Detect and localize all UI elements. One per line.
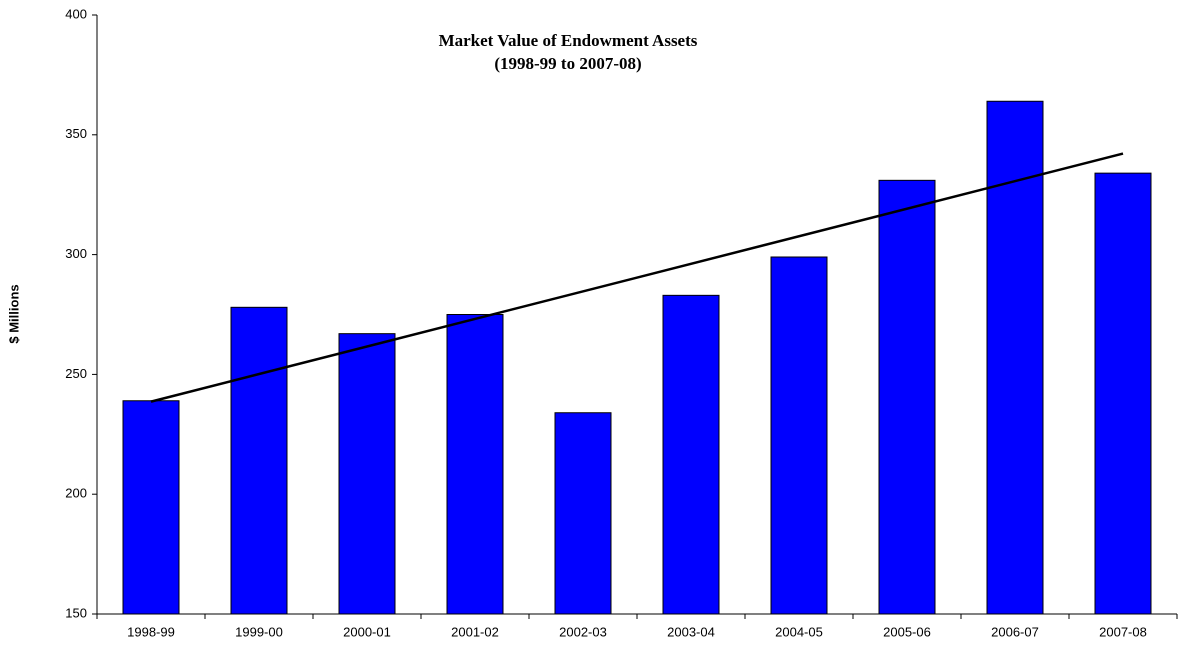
bar xyxy=(122,400,180,615)
y-axis-label: $ Millions xyxy=(6,284,21,343)
y-tick-label: 350 xyxy=(65,126,87,141)
y-tick-label: 400 xyxy=(65,6,87,21)
bar xyxy=(554,412,612,615)
bar xyxy=(986,100,1044,615)
bar xyxy=(1094,172,1152,615)
y-tick-label: 300 xyxy=(65,246,87,261)
x-tick-label: 2005-06 xyxy=(883,624,931,639)
x-tick-label: 2003-04 xyxy=(667,624,715,639)
y-tick-label: 250 xyxy=(65,366,87,381)
y-tick-label: 200 xyxy=(65,486,87,501)
x-tick-label: 2004-05 xyxy=(775,624,823,639)
x-tick-label: 2000-01 xyxy=(343,624,391,639)
x-tick-label: 2001-02 xyxy=(451,624,499,639)
bar xyxy=(662,294,720,615)
x-tick-label: 2002-03 xyxy=(559,624,607,639)
x-tick-label: 1998-99 xyxy=(127,624,175,639)
x-tick-label: 2006-07 xyxy=(991,624,1039,639)
trendline xyxy=(150,152,1124,403)
x-tick-label: 2007-08 xyxy=(1099,624,1147,639)
bar xyxy=(338,333,396,615)
x-tick-label: 1999-00 xyxy=(235,624,283,639)
y-tick-label: 150 xyxy=(65,605,87,620)
chart-subtitle: (1998-99 to 2007-08) xyxy=(494,54,641,73)
chart-title: Market Value of Endowment Assets xyxy=(439,31,698,50)
bar xyxy=(878,179,936,615)
bar xyxy=(230,306,288,615)
bar xyxy=(770,256,828,615)
bar xyxy=(446,314,504,615)
